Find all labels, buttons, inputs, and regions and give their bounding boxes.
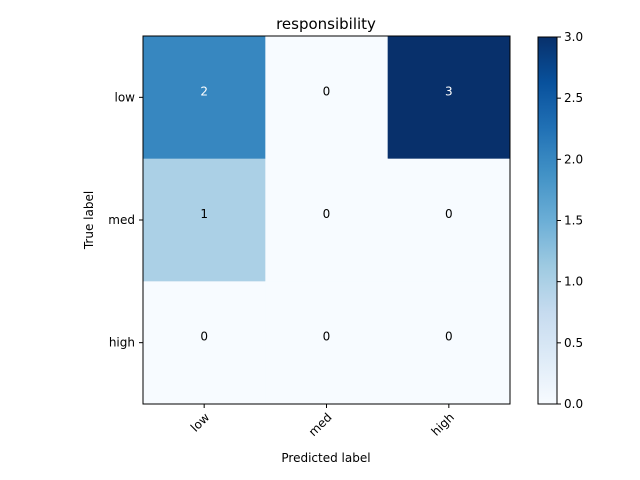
cell-value-label: 0 (323, 330, 331, 344)
y-tick-label: low (115, 90, 136, 104)
colorbar-tick-label: 0.0 (564, 397, 583, 411)
x-tick-label: low (188, 410, 213, 435)
cell-value-label: 1 (200, 207, 208, 221)
heatmap-cells: 2 0 3 1 0 0 0 0 0 (143, 36, 511, 405)
y-tick-label: high (109, 336, 135, 350)
heatmap-cell (387, 281, 511, 405)
y-axis-ticks: low med high (108, 90, 143, 350)
heatmap-cell (143, 281, 266, 405)
x-axis-label: Predicted label (281, 451, 370, 465)
colorbar-tick-label: 1.5 (564, 214, 583, 228)
heatmap-cell (265, 281, 389, 405)
heatmap-cell (265, 158, 389, 282)
colorbar-tick-label: 1.0 (564, 275, 583, 289)
cell-value-label: 2 (200, 84, 208, 98)
cell-value-label: 0 (323, 84, 331, 98)
colorbar-tick-label: 3.0 (564, 30, 583, 44)
heatmap-cell (387, 36, 511, 160)
cell-value-label: 0 (200, 330, 208, 344)
colorbar-tick-label: 2.5 (564, 91, 583, 105)
cell-value-label: 0 (323, 207, 331, 221)
cell-value-label: 0 (445, 207, 453, 221)
cell-value-label: 3 (445, 84, 453, 98)
x-axis-ticks: low med high (188, 404, 457, 439)
heatmap-cell (387, 158, 511, 282)
colorbar-tick-label: 2.0 (564, 152, 583, 166)
x-tick-label: med (306, 410, 335, 439)
heatmap-cell (143, 158, 266, 282)
chart-title: responsibility (276, 15, 376, 33)
cell-value-label: 0 (445, 330, 453, 344)
colorbar-tick-label: 0.5 (564, 336, 583, 350)
y-tick-label: med (108, 213, 135, 227)
heatmap-cell (143, 36, 266, 160)
y-axis-label: True label (82, 191, 96, 250)
x-tick-label: high (429, 410, 457, 438)
heatmap-cell (265, 36, 389, 160)
colorbar (537, 36, 558, 405)
colorbar-ticks: 0.0 0.5 1.0 1.5 2.0 2.5 3.0 (557, 30, 583, 411)
